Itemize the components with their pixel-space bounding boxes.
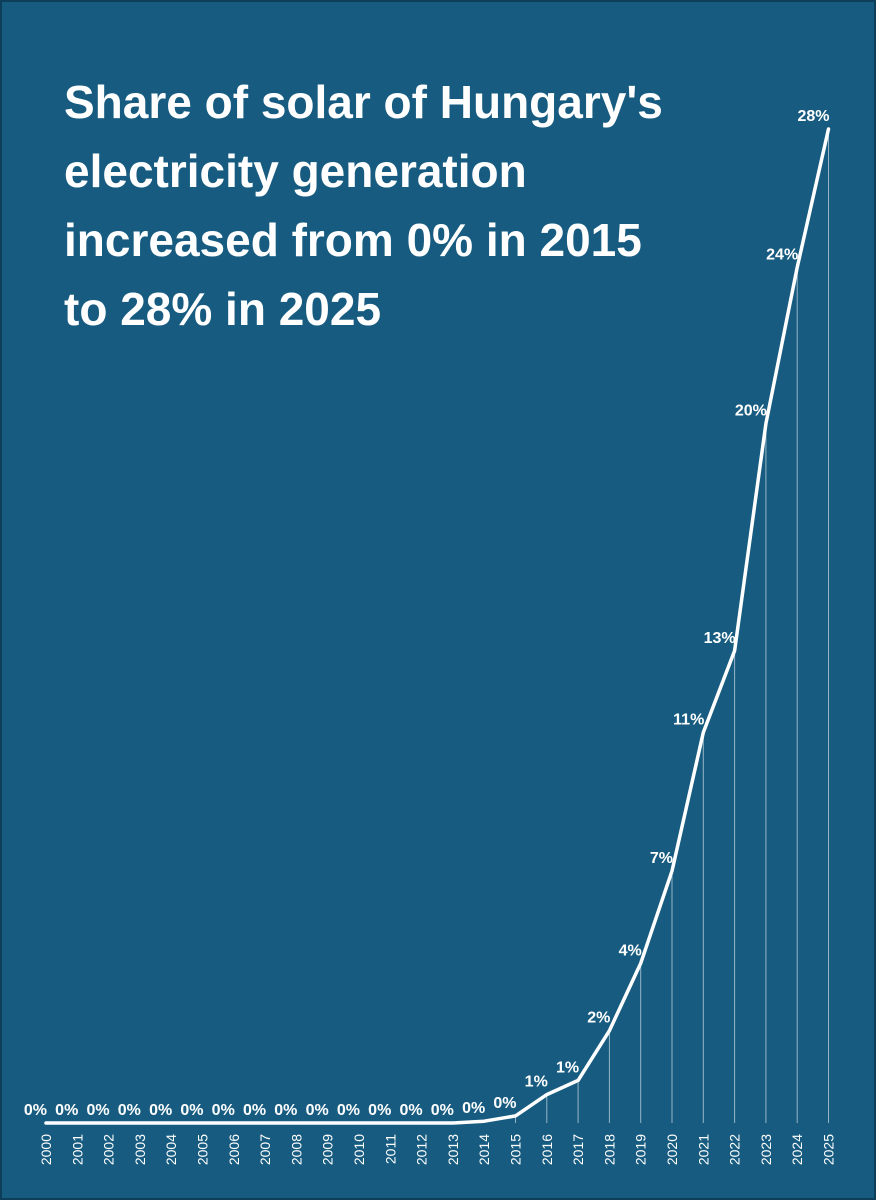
data-label-2015: 0% — [493, 1095, 516, 1112]
chart-title: Share of solar of Hungary's electricity … — [64, 76, 663, 335]
x-tick-2014: 2014 — [476, 1134, 492, 1165]
x-tick-2011: 2011 — [382, 1134, 398, 1164]
data-label-2004: 0% — [149, 1102, 172, 1119]
x-tick-2017: 2017 — [570, 1134, 586, 1165]
data-label-2006: 0% — [212, 1102, 235, 1119]
x-axis-tick-labels: 2000 2001 2002 2003 2004 2005 2006 2007 2008 2009… — [38, 1134, 837, 1165]
data-label-2025: 28% — [797, 108, 829, 125]
x-tick-2007: 2007 — [257, 1134, 273, 1165]
x-tick-2018: 2018 — [601, 1134, 617, 1165]
data-label-2003: 0% — [118, 1102, 141, 1119]
data-label-2002: 0% — [86, 1102, 109, 1119]
data-label-2009: 0% — [306, 1102, 329, 1119]
data-label-2016: 1% — [525, 1074, 548, 1091]
x-tick-2001: 2001 — [69, 1134, 85, 1165]
x-tick-2004: 2004 — [163, 1134, 179, 1165]
data-label-2000: 0% — [24, 1102, 47, 1119]
x-tick-2022: 2022 — [727, 1134, 743, 1165]
data-label-2013: 0% — [431, 1102, 454, 1119]
x-tick-2016: 2016 — [539, 1134, 555, 1165]
x-tick-2009: 2009 — [320, 1134, 336, 1165]
data-label-2023: 20% — [735, 403, 767, 420]
data-label-2019: 4% — [619, 942, 642, 959]
data-label-2017: 1% — [556, 1059, 579, 1076]
x-tick-2023: 2023 — [758, 1134, 774, 1165]
data-label-2022: 13% — [704, 630, 736, 647]
data-label-2007: 0% — [243, 1102, 266, 1119]
data-label-2008: 0% — [274, 1102, 297, 1119]
x-tick-2024: 2024 — [789, 1134, 805, 1165]
x-tick-2002: 2002 — [101, 1134, 117, 1165]
data-label-2020: 7% — [650, 850, 673, 867]
data-label-2012: 0% — [399, 1102, 422, 1119]
x-tick-2012: 2012 — [414, 1134, 430, 1165]
series-line — [44, 127, 831, 1125]
x-tick-2005: 2005 — [195, 1134, 211, 1165]
x-tick-2013: 2013 — [445, 1134, 461, 1165]
x-tick-2008: 2008 — [288, 1134, 304, 1165]
data-label-2024: 24% — [766, 246, 798, 263]
data-label-2014: 0% — [462, 1100, 485, 1117]
x-tick-2015: 2015 — [508, 1134, 524, 1165]
data-labels: 0% 0% 0% 0% 0% 0% 0% 0% 0% 0% 0% 0% 0% 0% 0% 0% 1% 1% 2% 4%… — [24, 108, 830, 1119]
x-tick-2020: 2020 — [664, 1134, 680, 1165]
x-tick-2019: 2019 — [633, 1134, 649, 1165]
data-label-2021: 11% — [673, 712, 704, 729]
data-label-2010: 0% — [337, 1102, 360, 1119]
x-tick-2025: 2025 — [821, 1134, 837, 1165]
x-tick-2003: 2003 — [132, 1134, 148, 1165]
data-label-2005: 0% — [180, 1102, 203, 1119]
data-label-2018: 2% — [587, 1010, 610, 1027]
x-tick-2010: 2010 — [351, 1134, 367, 1165]
data-label-2001: 0% — [55, 1102, 78, 1119]
drop-lines — [483, 129, 829, 1123]
data-label-2011: 0% — [368, 1102, 391, 1119]
x-tick-2021: 2021 — [695, 1134, 711, 1165]
x-tick-2000: 2000 — [38, 1134, 54, 1165]
x-tick-2006: 2006 — [226, 1134, 242, 1165]
